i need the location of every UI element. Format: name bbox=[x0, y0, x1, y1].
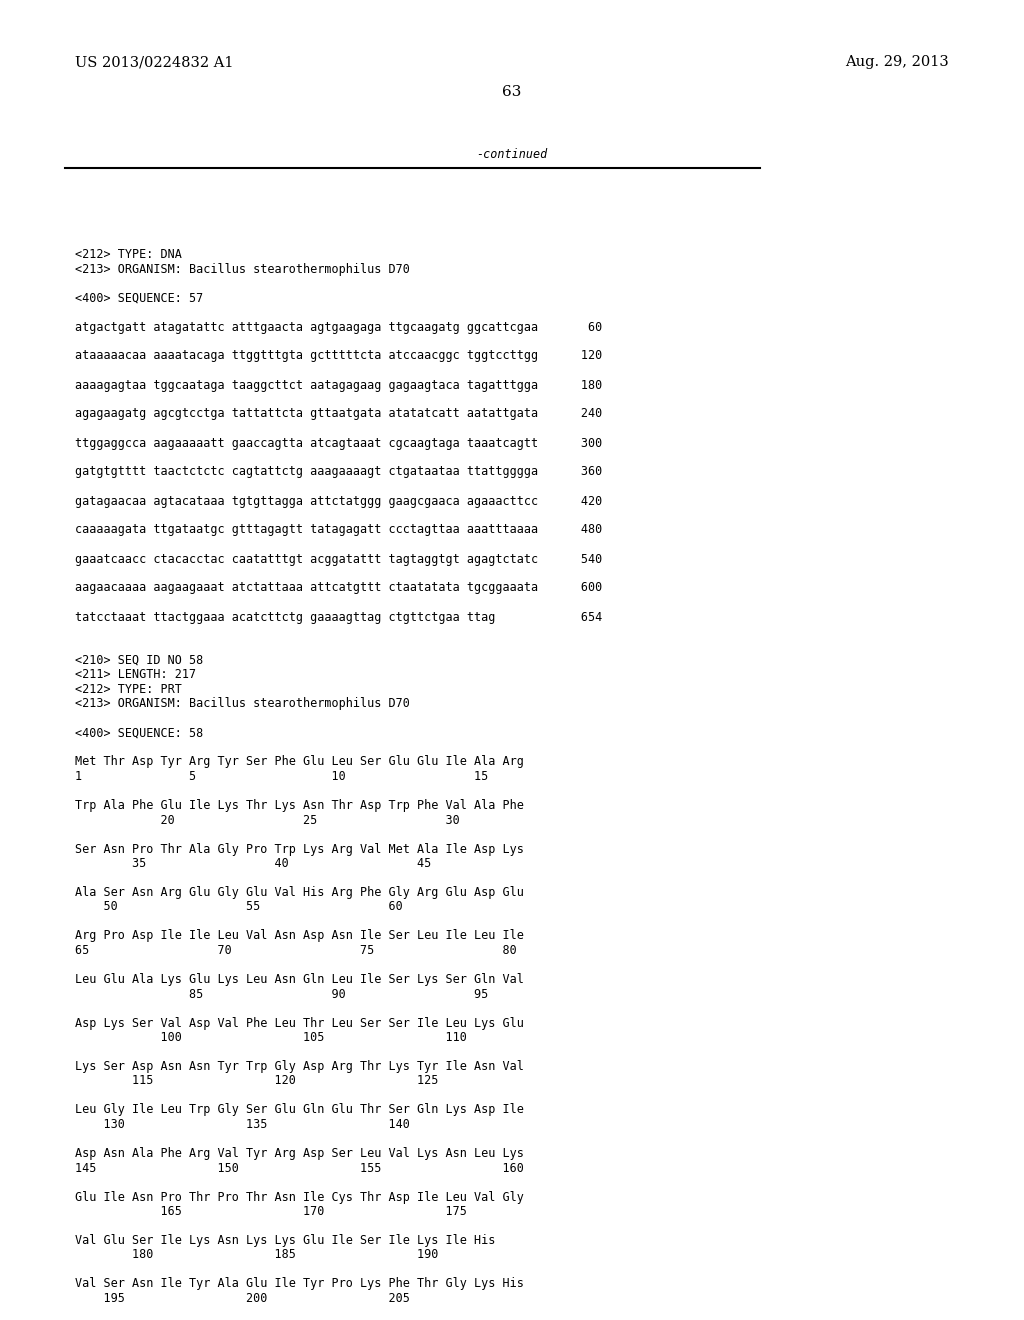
Text: Trp Ala Phe Glu Ile Lys Thr Lys Asn Thr Asp Trp Phe Val Ala Phe: Trp Ala Phe Glu Ile Lys Thr Lys Asn Thr … bbox=[75, 799, 524, 812]
Text: <212> TYPE: PRT: <212> TYPE: PRT bbox=[75, 682, 182, 696]
Text: caaaaagata ttgataatgc gtttagagtt tatagagatt ccctagttaa aaatttaaaa      480: caaaaagata ttgataatgc gtttagagtt tatagag… bbox=[75, 524, 602, 536]
Text: ttggaggcca aagaaaaatt gaaccagtta atcagtaaat cgcaagtaga taaatcagtt      300: ttggaggcca aagaaaaatt gaaccagtta atcagta… bbox=[75, 437, 602, 450]
Text: Leu Glu Ala Lys Glu Lys Leu Asn Gln Leu Ile Ser Lys Ser Gln Val: Leu Glu Ala Lys Glu Lys Leu Asn Gln Leu … bbox=[75, 973, 524, 986]
Text: aagaacaaaa aagaagaaat atctattaaa attcatgttt ctaatatata tgcggaaata      600: aagaacaaaa aagaagaaat atctattaaa attcatg… bbox=[75, 582, 602, 594]
Text: ataaaaacaa aaaatacaga ttggtttgta gctttttcta atccaacggc tggtccttgg      120: ataaaaacaa aaaatacaga ttggtttgta gcttttt… bbox=[75, 350, 602, 363]
Text: US 2013/0224832 A1: US 2013/0224832 A1 bbox=[75, 55, 233, 69]
Text: <213> ORGANISM: Bacillus stearothermophilus D70: <213> ORGANISM: Bacillus stearothermophi… bbox=[75, 697, 410, 710]
Text: 85                  90                  95: 85 90 95 bbox=[75, 987, 488, 1001]
Text: Leu Gly Ile Leu Trp Gly Ser Glu Gln Glu Thr Ser Gln Lys Asp Ile: Leu Gly Ile Leu Trp Gly Ser Glu Gln Glu … bbox=[75, 1104, 524, 1117]
Text: <400> SEQUENCE: 57: <400> SEQUENCE: 57 bbox=[75, 292, 203, 305]
Text: 50                  55                  60: 50 55 60 bbox=[75, 900, 402, 913]
Text: aaaagagtaa tggcaataga taaggcttct aatagagaag gagaagtaca tagatttgga      180: aaaagagtaa tggcaataga taaggcttct aatagag… bbox=[75, 379, 602, 392]
Text: atgactgatt atagatattc atttgaacta agtgaagaga ttgcaagatg ggcattcgaa       60: atgactgatt atagatattc atttgaacta agtgaag… bbox=[75, 321, 602, 334]
Text: Ala Ser Asn Arg Glu Gly Glu Val His Arg Phe Gly Arg Glu Asp Glu: Ala Ser Asn Arg Glu Gly Glu Val His Arg … bbox=[75, 886, 524, 899]
Text: Lys Ser Asp Asn Asn Tyr Trp Gly Asp Arg Thr Lys Tyr Ile Asn Val: Lys Ser Asp Asn Asn Tyr Trp Gly Asp Arg … bbox=[75, 1060, 524, 1073]
Text: 65                  70                  75                  80: 65 70 75 80 bbox=[75, 944, 517, 957]
Text: <400> SEQUENCE: 58: <400> SEQUENCE: 58 bbox=[75, 726, 203, 739]
Text: 63: 63 bbox=[503, 84, 521, 99]
Text: 145                 150                 155                 160: 145 150 155 160 bbox=[75, 1162, 524, 1175]
Text: 195                 200                 205: 195 200 205 bbox=[75, 1292, 410, 1305]
Text: Val Ser Asn Ile Tyr Ala Glu Ile Tyr Pro Lys Phe Thr Gly Lys His: Val Ser Asn Ile Tyr Ala Glu Ile Tyr Pro … bbox=[75, 1278, 524, 1291]
Text: Asp Asn Ala Phe Arg Val Tyr Arg Asp Ser Leu Val Lys Asn Leu Lys: Asp Asn Ala Phe Arg Val Tyr Arg Asp Ser … bbox=[75, 1147, 524, 1160]
Text: 165                 170                 175: 165 170 175 bbox=[75, 1205, 467, 1218]
Text: Val Glu Ser Ile Lys Asn Lys Lys Glu Ile Ser Ile Lys Ile His: Val Glu Ser Ile Lys Asn Lys Lys Glu Ile … bbox=[75, 1234, 496, 1247]
Text: Asp Lys Ser Val Asp Val Phe Leu Thr Leu Ser Ser Ile Leu Lys Glu: Asp Lys Ser Val Asp Val Phe Leu Thr Leu … bbox=[75, 1016, 524, 1030]
Text: gatagaacaa agtacataaa tgtgttagga attctatggg gaagcgaaca agaaacttcc      420: gatagaacaa agtacataaa tgtgttagga attctat… bbox=[75, 495, 602, 507]
Text: Arg Pro Asp Ile Ile Leu Val Asn Asp Asn Ile Ser Leu Ile Leu Ile: Arg Pro Asp Ile Ile Leu Val Asn Asp Asn … bbox=[75, 929, 524, 942]
Text: Glu Ile Asn Pro Thr Pro Thr Asn Ile Cys Thr Asp Ile Leu Val Gly: Glu Ile Asn Pro Thr Pro Thr Asn Ile Cys … bbox=[75, 1191, 524, 1204]
Text: <211> LENGTH: 217: <211> LENGTH: 217 bbox=[75, 668, 197, 681]
Text: Ser Asn Pro Thr Ala Gly Pro Trp Lys Arg Val Met Ala Ile Asp Lys: Ser Asn Pro Thr Ala Gly Pro Trp Lys Arg … bbox=[75, 842, 524, 855]
Text: 115                 120                 125: 115 120 125 bbox=[75, 1074, 438, 1088]
Text: 35                  40                  45: 35 40 45 bbox=[75, 857, 431, 870]
Text: 100                 105                 110: 100 105 110 bbox=[75, 1031, 467, 1044]
Text: <213> ORGANISM: Bacillus stearothermophilus D70: <213> ORGANISM: Bacillus stearothermophi… bbox=[75, 263, 410, 276]
Text: 20                  25                  30: 20 25 30 bbox=[75, 813, 460, 826]
Text: 130                 135                 140: 130 135 140 bbox=[75, 1118, 410, 1131]
Text: Aug. 29, 2013: Aug. 29, 2013 bbox=[845, 55, 949, 69]
Text: gatgtgtttt taactctctc cagtattctg aaagaaaagt ctgataataa ttattgggga      360: gatgtgtttt taactctctc cagtattctg aaagaaa… bbox=[75, 466, 602, 479]
Text: <212> TYPE: DNA: <212> TYPE: DNA bbox=[75, 248, 182, 261]
Text: <210> SEQ ID NO 58: <210> SEQ ID NO 58 bbox=[75, 653, 203, 667]
Text: agagaagatg agcgtcctga tattattcta gttaatgata atatatcatt aatattgata      240: agagaagatg agcgtcctga tattattcta gttaatg… bbox=[75, 408, 602, 421]
Text: tatcctaaat ttactggaaa acatcttctg gaaaagttag ctgttctgaa ttag            654: tatcctaaat ttactggaaa acatcttctg gaaaagt… bbox=[75, 610, 602, 623]
Text: gaaatcaacc ctacacctac caatatttgt acggatattt tagtaggtgt agagtctatc      540: gaaatcaacc ctacacctac caatatttgt acggata… bbox=[75, 553, 602, 565]
Text: Met Thr Asp Tyr Arg Tyr Ser Phe Glu Leu Ser Glu Glu Ile Ala Arg: Met Thr Asp Tyr Arg Tyr Ser Phe Glu Leu … bbox=[75, 755, 524, 768]
Text: -continued: -continued bbox=[476, 148, 548, 161]
Text: 1               5                   10                  15: 1 5 10 15 bbox=[75, 770, 488, 783]
Text: 180                 185                 190: 180 185 190 bbox=[75, 1249, 438, 1262]
